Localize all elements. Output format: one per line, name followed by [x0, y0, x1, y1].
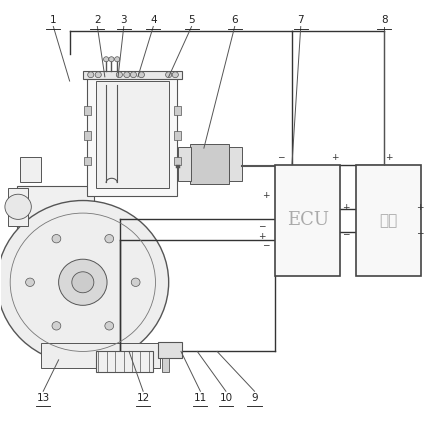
Circle shape — [138, 72, 144, 78]
Circle shape — [88, 72, 94, 78]
Bar — [84, 131, 91, 140]
Text: 9: 9 — [251, 392, 258, 403]
Bar — [8, 188, 28, 226]
Circle shape — [166, 72, 172, 78]
Circle shape — [52, 322, 61, 330]
Text: 13: 13 — [37, 392, 50, 403]
Circle shape — [52, 235, 61, 243]
Text: 6: 6 — [231, 15, 238, 25]
Bar — [162, 358, 169, 372]
Circle shape — [26, 278, 35, 287]
Text: 1: 1 — [50, 15, 57, 25]
Text: 8: 8 — [381, 15, 388, 25]
Circle shape — [109, 57, 114, 62]
Text: −: − — [416, 228, 423, 238]
Text: 2: 2 — [94, 15, 101, 25]
Bar — [84, 157, 91, 165]
Circle shape — [95, 72, 101, 78]
Bar — [179, 147, 190, 181]
Text: +: + — [262, 192, 270, 200]
Circle shape — [131, 278, 140, 287]
Circle shape — [116, 72, 122, 78]
Circle shape — [72, 272, 94, 293]
Text: +: + — [331, 152, 339, 162]
Bar — [174, 131, 181, 140]
Text: −: − — [258, 221, 265, 230]
Text: 7: 7 — [297, 15, 304, 25]
Text: 3: 3 — [120, 15, 127, 25]
Text: +: + — [258, 232, 265, 241]
Bar — [356, 165, 421, 276]
Bar — [190, 144, 229, 184]
Text: 12: 12 — [136, 392, 150, 403]
Text: ECU: ECU — [287, 211, 329, 230]
Text: 10: 10 — [219, 392, 233, 403]
Text: 电池: 电池 — [379, 213, 397, 228]
Bar — [275, 165, 340, 276]
Bar — [174, 106, 181, 115]
Circle shape — [172, 72, 179, 78]
Bar — [20, 157, 41, 181]
Bar — [229, 147, 242, 181]
Text: −: − — [262, 241, 270, 249]
Circle shape — [124, 72, 130, 78]
Bar — [41, 343, 160, 368]
Text: −: − — [277, 152, 284, 162]
Circle shape — [105, 235, 114, 243]
Text: +: + — [385, 152, 392, 162]
Circle shape — [5, 194, 31, 219]
Circle shape — [0, 200, 169, 364]
Text: 5: 5 — [188, 15, 195, 25]
Bar — [83, 70, 182, 79]
Bar — [174, 157, 181, 165]
Text: +: + — [416, 203, 423, 212]
Text: 11: 11 — [194, 392, 207, 403]
Circle shape — [130, 72, 136, 78]
Text: +: + — [342, 203, 349, 211]
Bar — [96, 81, 169, 188]
Circle shape — [105, 322, 114, 330]
Text: −: − — [342, 229, 349, 238]
Circle shape — [115, 57, 120, 62]
Bar — [158, 342, 182, 358]
Circle shape — [58, 259, 107, 306]
Bar — [87, 73, 178, 196]
Bar — [17, 186, 94, 263]
Text: 4: 4 — [150, 15, 156, 25]
Bar — [84, 106, 91, 115]
Bar — [96, 351, 153, 372]
Circle shape — [104, 57, 109, 62]
